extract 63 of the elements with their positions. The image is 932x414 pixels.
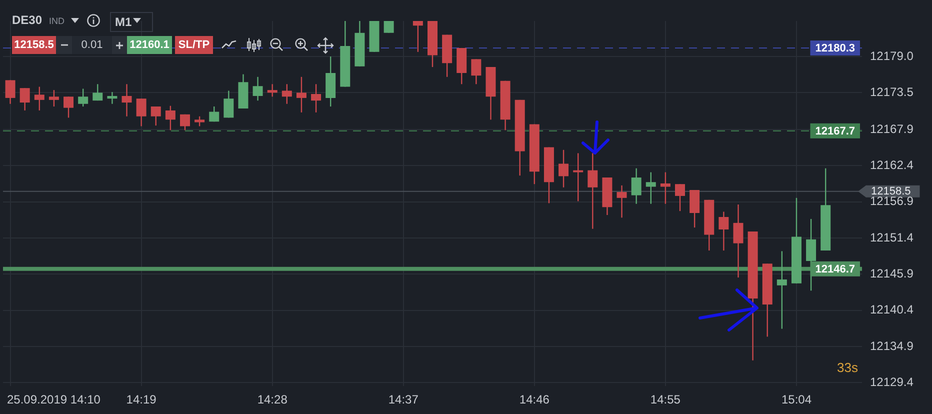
candlestick [180,114,190,131]
y-tick-label: 12129.4 [870,375,914,390]
annotation: 12158.5 [12,36,56,54]
candlestick [78,88,88,108]
x-tick-label: 14:19 [126,392,157,406]
candlestick [107,91,118,104]
candlestick [412,21,423,53]
candlestick [252,76,263,102]
candlestick [150,106,161,126]
candlestick [588,152,598,230]
candlestick [718,211,729,252]
candlestick [573,152,584,202]
x-tick-label: 14:37 [388,392,419,406]
annotation: IND [49,15,64,28]
annotation: SL/TP [175,36,213,54]
y-tick-label: 12167.9 [870,122,914,136]
annotation: 33s [837,359,858,377]
y-tick-label: 12162.4 [870,158,914,172]
candlestick [776,250,787,330]
ref-line-label: 12180.3 [815,42,855,54]
candlestick [631,168,642,204]
candlestick [311,84,322,114]
candlestick [209,106,220,122]
candlestick [267,84,278,98]
candlestick [165,105,176,131]
annotation: M1 [110,12,153,32]
y-tick-label: 12173.5 [870,84,914,99]
x-tick-label: 14:46 [519,392,550,406]
y-tick-label: 12140.4 [870,302,914,317]
candlestick [282,84,292,104]
y-tick-label: 12179.0 [870,48,914,63]
candlestick [136,98,146,127]
annotation: 12160.1 [127,36,172,54]
chart-title: DE30 [12,12,42,29]
ref-line-label: 12146.7 [815,263,855,276]
x-tick-label: 15:04 [781,392,812,406]
candlestick [646,172,656,204]
candlestick [471,58,482,85]
ref-line-label: 12167.7 [815,125,855,138]
candlestick [296,76,306,114]
candlestick [660,172,670,204]
annotation: 0.01 [72,36,112,54]
candlestick [20,87,30,112]
candlestick [224,90,234,118]
candlestick [5,80,16,104]
candlestick [122,84,132,117]
x-tick-label: 14:28 [257,392,288,406]
candlestick [384,21,394,34]
candlestick [64,96,74,118]
candlestick [92,84,103,102]
candlestick [616,184,627,218]
candlestick [194,116,205,127]
candlestick [675,184,686,212]
candlestick [34,86,44,112]
x-tick-label: 14:55 [650,392,681,406]
x-tick-label: 25.09.2019 14:10 [7,392,101,406]
y-tick-label: 12145.9 [870,266,914,281]
candlestick [733,204,744,278]
y-tick-label: 12151.4 [870,230,914,244]
candlestick [48,89,59,108]
candlestick [558,149,569,188]
y-tick-label: 12134.9 [870,338,914,353]
candlestick [690,189,700,228]
